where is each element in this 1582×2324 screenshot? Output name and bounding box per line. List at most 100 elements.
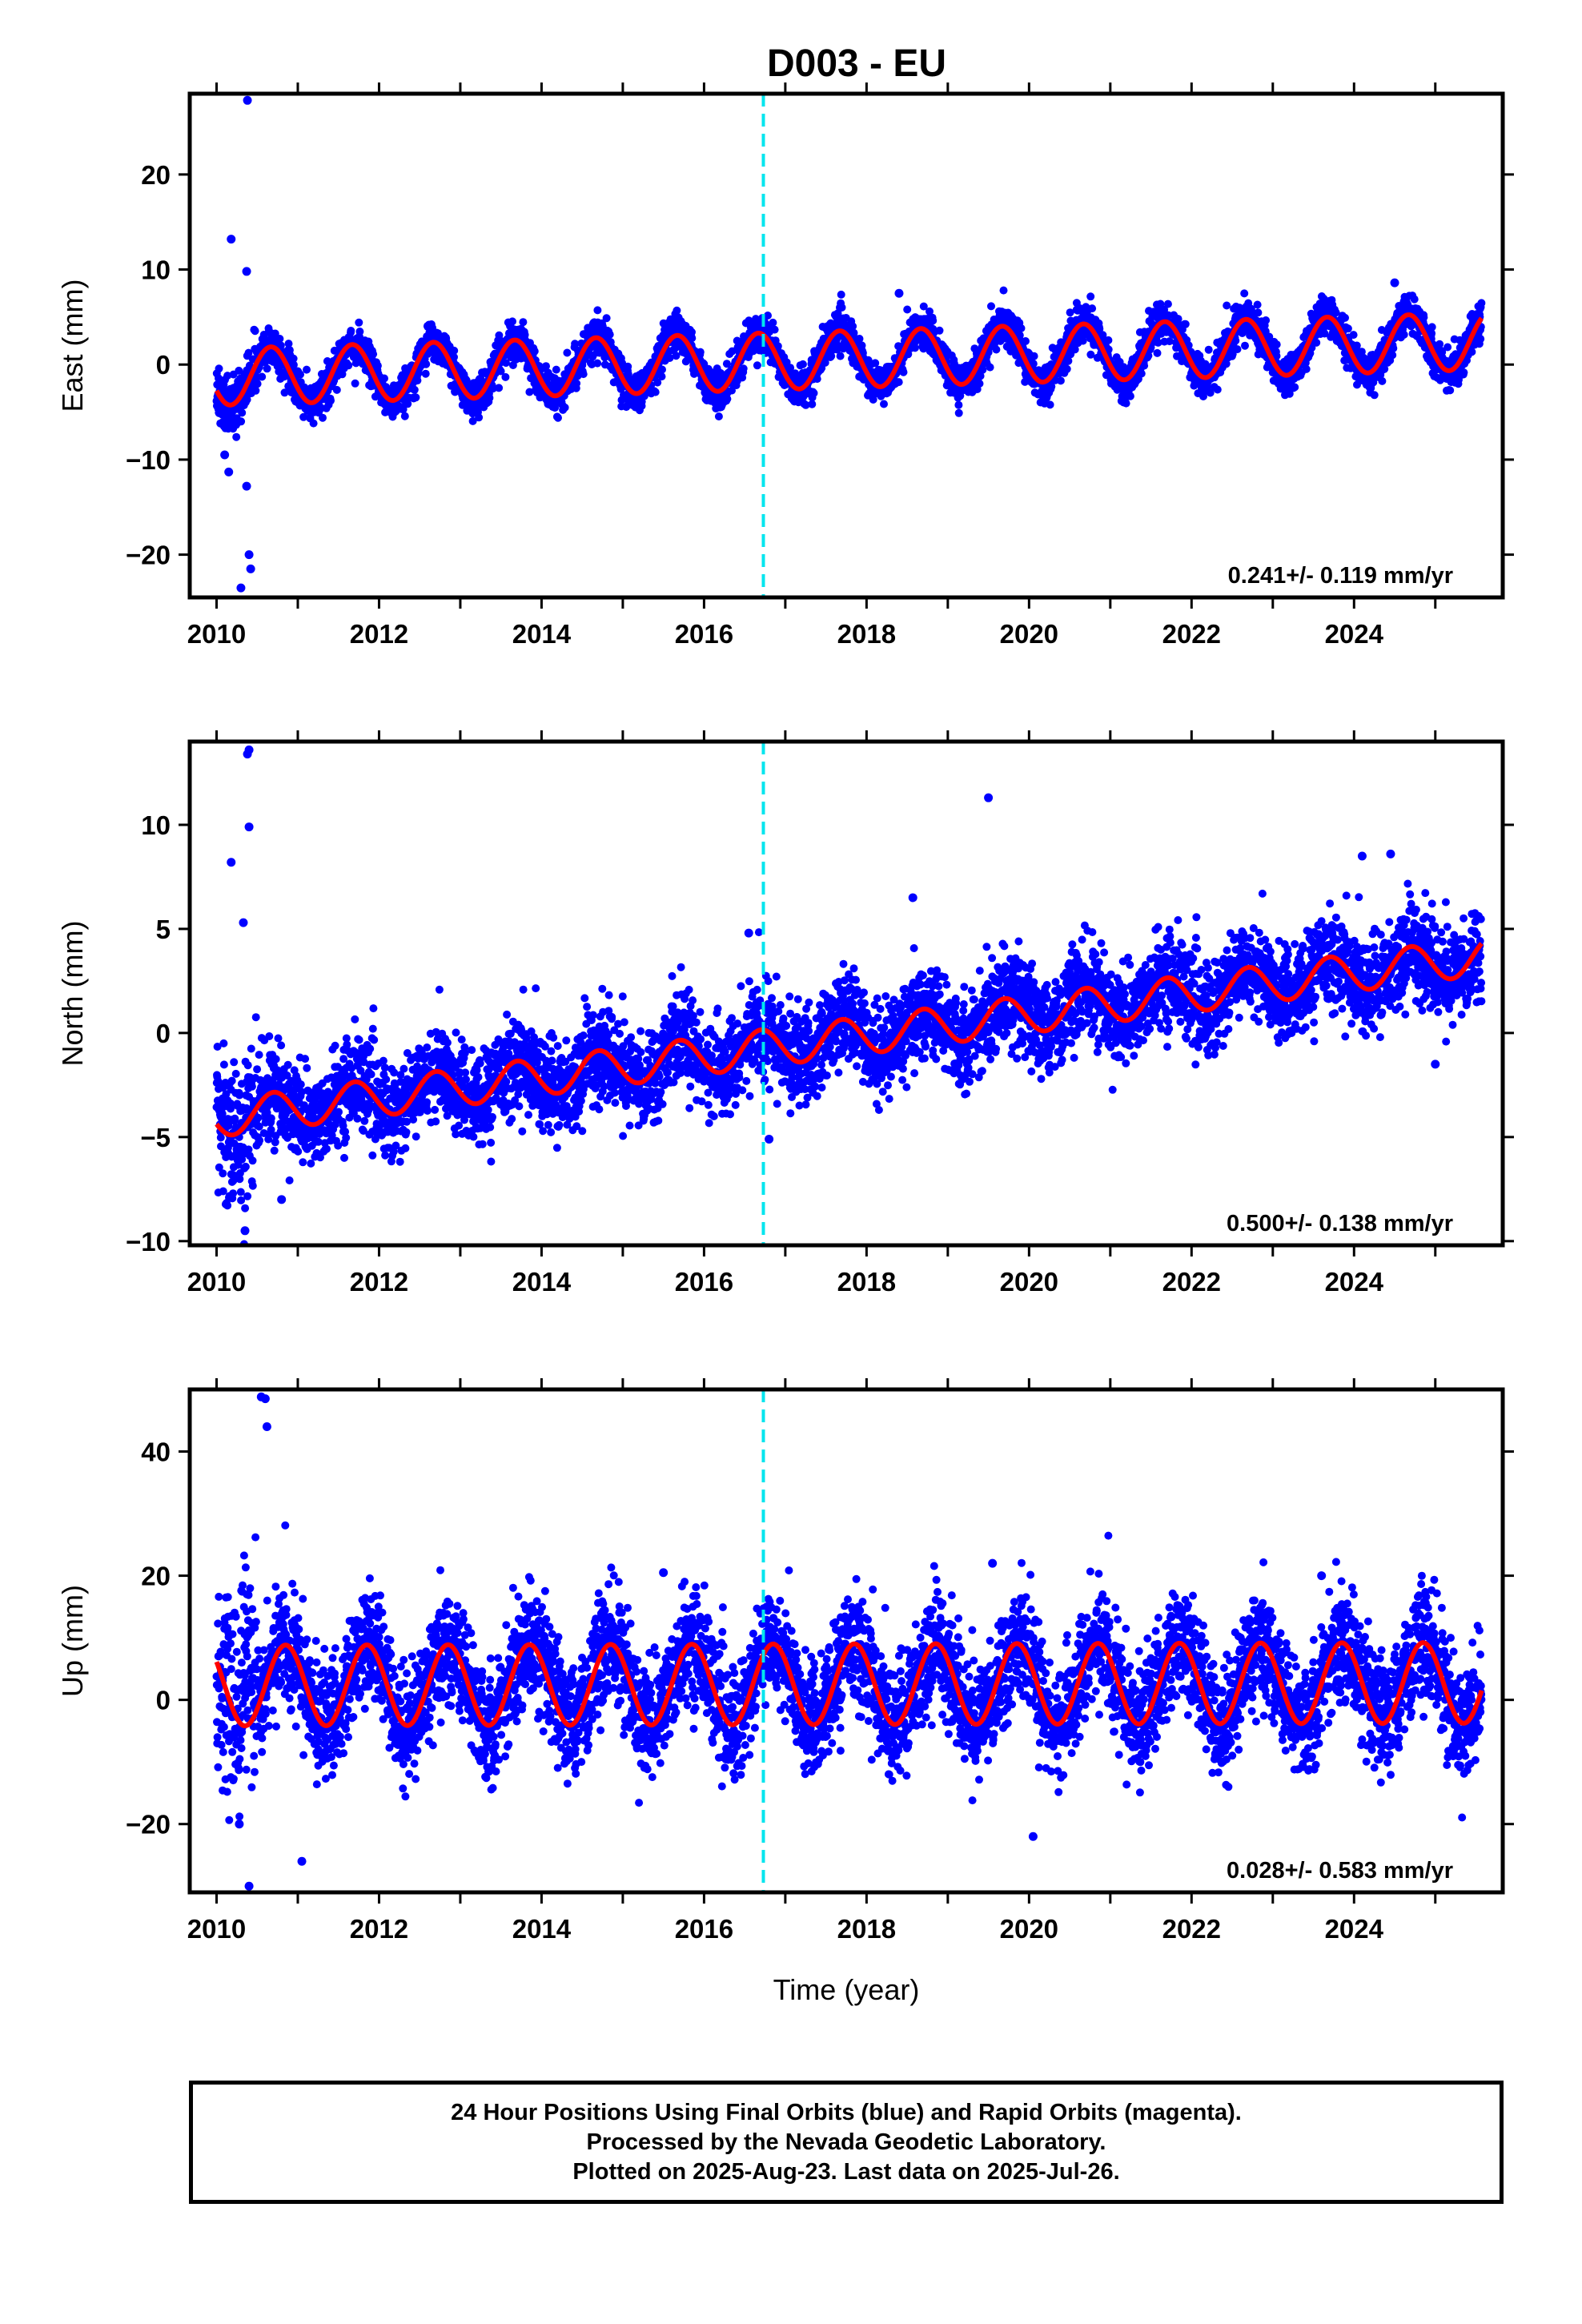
data-point — [251, 327, 259, 336]
data-point — [1078, 336, 1087, 345]
data-point — [1163, 300, 1172, 308]
data-point — [276, 341, 285, 350]
data-point — [880, 400, 888, 408]
data-point — [1349, 331, 1358, 340]
data-point — [542, 362, 550, 371]
data-point — [563, 348, 572, 357]
data-point — [1253, 300, 1262, 309]
data-point — [935, 326, 944, 335]
data-point — [975, 380, 984, 388]
data-point — [422, 360, 431, 368]
data-point — [488, 384, 497, 393]
data-point — [223, 372, 232, 380]
data-point — [263, 364, 271, 373]
data-point — [673, 306, 681, 315]
data-point — [1056, 376, 1065, 385]
data-point — [258, 372, 267, 381]
data-point — [657, 372, 666, 381]
data-point — [530, 347, 539, 356]
data-point — [1241, 341, 1249, 350]
data-point — [903, 305, 912, 314]
data-point — [688, 328, 696, 336]
data-point — [1126, 392, 1134, 400]
data-point — [1343, 324, 1352, 333]
data-point — [571, 340, 580, 348]
data-point — [238, 408, 247, 417]
data-point — [593, 359, 602, 368]
data-point — [501, 372, 510, 381]
data-point — [1062, 364, 1071, 373]
data-point — [1122, 399, 1130, 408]
data-point — [347, 327, 355, 335]
data-point — [525, 388, 534, 396]
data-point — [552, 365, 560, 374]
data-point — [987, 302, 995, 311]
data-point — [837, 290, 845, 299]
data-point — [1427, 323, 1436, 332]
data-point — [284, 340, 293, 348]
data-point — [468, 416, 477, 425]
east-data-points — [212, 95, 1486, 593]
data-point — [475, 413, 484, 422]
data-point — [1262, 316, 1271, 324]
data-point — [275, 335, 284, 343]
data-point — [572, 379, 581, 388]
data-point — [380, 374, 388, 383]
data-point — [1370, 391, 1379, 400]
data-point — [289, 360, 298, 369]
data-point — [296, 370, 304, 379]
data-point — [1137, 369, 1146, 378]
data-point — [696, 348, 705, 356]
data-point — [1410, 295, 1419, 304]
data-point — [410, 385, 419, 394]
data-point — [235, 366, 243, 375]
data-point — [344, 361, 353, 370]
data-point — [1022, 337, 1030, 345]
data-point — [1272, 340, 1281, 349]
data-point — [899, 368, 908, 376]
data-point — [1213, 385, 1222, 394]
data-point — [450, 352, 458, 361]
data-point — [836, 352, 845, 360]
data-point — [1204, 345, 1213, 354]
data-point — [579, 370, 588, 379]
data-point — [399, 405, 408, 414]
data-point — [809, 388, 818, 397]
data-point — [739, 364, 748, 373]
data-point — [215, 364, 223, 373]
data-point — [753, 361, 761, 370]
data-point — [502, 359, 510, 368]
data-point — [519, 318, 528, 327]
data-point — [1153, 348, 1162, 357]
data-point — [244, 348, 253, 357]
data-point — [954, 408, 963, 417]
data-point — [496, 367, 505, 376]
data-point — [232, 432, 241, 441]
data-point — [369, 350, 378, 359]
data-point — [593, 306, 602, 315]
data-point — [688, 334, 697, 343]
data-point — [319, 413, 327, 422]
data-point — [1419, 313, 1428, 322]
data-point — [672, 352, 681, 360]
data-point — [1302, 364, 1311, 373]
figure-title: D003 - EU — [767, 42, 946, 85]
data-point — [289, 354, 298, 363]
data-point — [653, 378, 662, 387]
data-point — [723, 395, 732, 404]
data-point — [299, 412, 308, 421]
data-point — [929, 316, 938, 325]
data-point — [373, 361, 382, 370]
data-point — [665, 354, 674, 362]
data-point — [450, 346, 459, 355]
data-point — [1291, 383, 1299, 392]
data-point — [605, 330, 614, 339]
data-point — [421, 369, 430, 378]
data-point — [1017, 324, 1026, 332]
data-point — [910, 344, 919, 352]
data-point — [253, 380, 262, 388]
data-point — [1088, 304, 1097, 313]
data-point — [1104, 336, 1113, 344]
data-point — [404, 400, 412, 408]
data-point — [520, 331, 529, 339]
